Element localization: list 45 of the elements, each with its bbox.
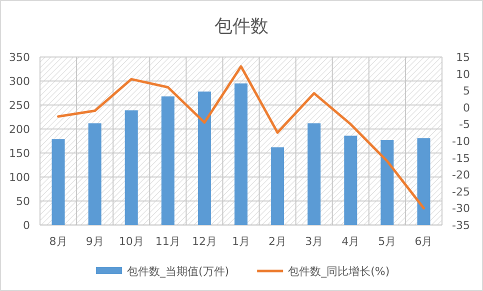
bar	[52, 139, 65, 225]
bar	[344, 136, 358, 225]
x-tick-label: 8月	[49, 235, 68, 248]
y2-tick-label: -5	[459, 118, 470, 132]
y-tick-label: 200	[9, 123, 30, 136]
y-tick-label: 300	[9, 75, 30, 88]
y2-tick-label: 0	[463, 101, 470, 114]
x-tick-label: 10月	[118, 235, 144, 248]
x-tick-label: 11月	[155, 235, 180, 248]
x-tick-label: 9月	[86, 235, 104, 248]
legend-label: 包件数_当期值(万件)	[127, 265, 230, 278]
x-tick-label: 1月	[232, 235, 250, 248]
x-tick-label: 5月	[378, 235, 396, 248]
bar	[380, 140, 394, 225]
x-tick-label: 12月	[192, 235, 217, 248]
legend-label: 包件数_同比增长(%)	[288, 265, 390, 278]
x-tick-label: 2月	[268, 235, 287, 248]
bar	[198, 92, 211, 225]
bar	[271, 147, 284, 225]
y2-tick-label: -15	[452, 152, 470, 165]
bar	[88, 123, 102, 225]
chart-title: 包件数	[214, 16, 268, 37]
y2-tick-label: -35	[452, 219, 470, 232]
bar	[161, 96, 174, 225]
y-tick-label: 350	[9, 51, 30, 64]
x-tick-label: 4月	[342, 235, 360, 248]
y2-tick-label: 15	[456, 51, 470, 64]
bar	[124, 110, 138, 225]
bar	[308, 123, 321, 225]
x-tick-label: 3月	[305, 235, 324, 248]
y-tick-label: 250	[9, 99, 30, 112]
y2-tick-label: -30	[452, 202, 470, 216]
y-tick-label: 0	[23, 219, 30, 232]
bar	[234, 83, 248, 225]
y2-tick-label: -20	[452, 168, 470, 182]
y-tick-label: 150	[9, 147, 30, 160]
bar	[417, 138, 430, 225]
y2-tick-label: -10	[452, 135, 470, 148]
line-series	[57, 65, 425, 210]
y-tick-label: 50	[16, 195, 30, 208]
y-tick-label: 100	[9, 171, 30, 184]
y2-tick-label: 5	[463, 84, 470, 98]
x-tick-label: 6月	[414, 235, 433, 248]
y2-tick-label: 10	[456, 68, 470, 81]
y2-tick-label: -25	[452, 185, 470, 198]
